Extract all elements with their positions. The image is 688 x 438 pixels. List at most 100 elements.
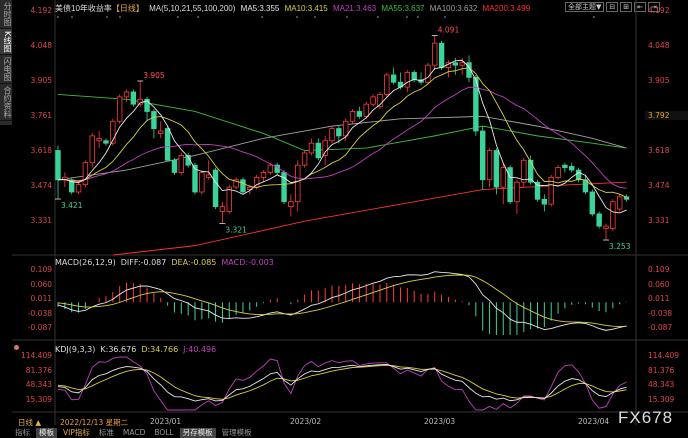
candle	[192, 162, 198, 195]
next-icon[interactable]: ⇥	[648, 2, 660, 12]
candle-body	[534, 181, 541, 200]
candle	[507, 165, 513, 205]
candle-body	[479, 130, 486, 181]
candle	[473, 74, 479, 136]
candle	[267, 162, 274, 175]
candle-body	[473, 76, 479, 132]
candle-body	[527, 159, 534, 183]
candle	[603, 223, 609, 241]
candle	[390, 67, 397, 85]
candle-body	[212, 169, 219, 208]
period-indicator[interactable]: 日线 ▲	[18, 418, 42, 427]
zoom-out-icon[interactable]: ⊟	[606, 2, 619, 12]
view-sidebar: 分时图 K线图 闪电图 合约资料	[0, 0, 12, 125]
event-marker	[406, 16, 408, 18]
candle-body	[459, 62, 465, 66]
zoom-in-icon[interactable]: ⊞	[620, 2, 633, 12]
kdj-settings-icon[interactable]	[14, 345, 19, 350]
event-marker	[71, 16, 73, 18]
kdj-tick: 81.376	[648, 365, 675, 375]
macd-tick: 0.011	[648, 294, 670, 303]
candle	[610, 199, 616, 231]
candle-body	[541, 198, 548, 205]
event-marker	[261, 16, 263, 18]
event-marker	[417, 16, 419, 18]
event-marker	[106, 16, 108, 18]
candle	[349, 109, 356, 124]
ma21-value: MA21:3.463	[332, 4, 377, 13]
tab-vip-indicators[interactable]: VIP指标	[63, 428, 90, 437]
price-tick: 4.048	[648, 41, 670, 51]
candle	[486, 148, 493, 188]
candle-body	[569, 165, 575, 171]
candle	[158, 121, 164, 139]
candle	[219, 201, 226, 224]
tab-contract-info[interactable]: 合约资料	[0, 84, 12, 122]
candle	[514, 179, 520, 214]
candle-body	[315, 142, 321, 159]
candle-body	[384, 74, 390, 95]
candle-body	[575, 169, 582, 181]
ma-params[interactable]: MA(5,10,21,55,100,200)	[149, 4, 236, 13]
event-marker	[377, 16, 379, 18]
candle-body	[116, 96, 123, 122]
kdj-j-line	[57, 356, 627, 411]
candle-body	[342, 120, 349, 137]
price-tick: 3.474	[30, 181, 52, 191]
candle-body	[103, 140, 109, 144]
kdj-d-line	[57, 364, 627, 400]
candle	[534, 179, 541, 202]
macd-tick: 0.109	[648, 265, 670, 274]
current-price-label: 3.792	[645, 111, 688, 120]
candle	[253, 174, 260, 190]
candle-body	[69, 179, 75, 193]
extreme-label: 3.253	[609, 242, 631, 251]
event-marker	[296, 16, 298, 18]
candle	[418, 72, 424, 85]
tab-kline[interactable]: K线图	[0, 29, 12, 56]
macd-tick: 0.060	[648, 279, 670, 289]
candle	[178, 152, 184, 175]
save-template-button[interactable]: 另存模板	[179, 428, 216, 438]
candle-body	[493, 150, 500, 188]
candle	[404, 70, 411, 92]
macd-dea-line	[57, 274, 627, 327]
ma5-line	[57, 59, 627, 214]
price-tick: 3.474	[648, 181, 670, 191]
price-tick: 3.905	[648, 76, 670, 85]
candle-body	[288, 201, 294, 208]
candle	[205, 160, 212, 180]
candle	[377, 91, 383, 110]
candle-body	[356, 111, 363, 117]
ma100-line	[57, 115, 627, 181]
extreme-label: 3.905	[143, 71, 165, 80]
tab-templates[interactable]: 模板	[36, 428, 57, 438]
manage-templates-button[interactable]: 管理模板	[221, 428, 252, 437]
candle-body	[596, 213, 602, 227]
candle-body	[617, 196, 623, 210]
candle-body	[137, 98, 143, 105]
candle-body	[55, 150, 61, 181]
prev-icon[interactable]: ⇤	[634, 2, 647, 12]
theme-select[interactable]: 全部主题▼	[565, 2, 605, 12]
candle	[493, 148, 500, 195]
candle-body	[260, 172, 267, 178]
tab-macd[interactable]: MACD	[122, 428, 146, 437]
candle-body	[226, 186, 232, 212]
event-marker	[346, 16, 348, 18]
date-label: 2023/04	[578, 417, 610, 426]
candle	[336, 126, 342, 144]
tab-indicators[interactable]: 指标	[15, 428, 30, 437]
tab-flash[interactable]: 闪电图	[0, 55, 12, 85]
tab-boll[interactable]: BOLL	[154, 428, 174, 437]
event-marker	[314, 16, 316, 18]
tab-timeshare[interactable]: 分时图	[0, 0, 12, 29]
event-marker	[444, 16, 446, 18]
tab-standard[interactable]: 标准	[98, 428, 114, 437]
kdj-k: K:36.676	[100, 345, 137, 354]
kdj-k-line	[57, 364, 627, 402]
candle	[151, 109, 157, 139]
kdj-header: KDJ(9,3,3) K:36.676 D:34.766 J:40.496	[55, 345, 221, 354]
watermark-logo: FX678	[618, 408, 674, 427]
